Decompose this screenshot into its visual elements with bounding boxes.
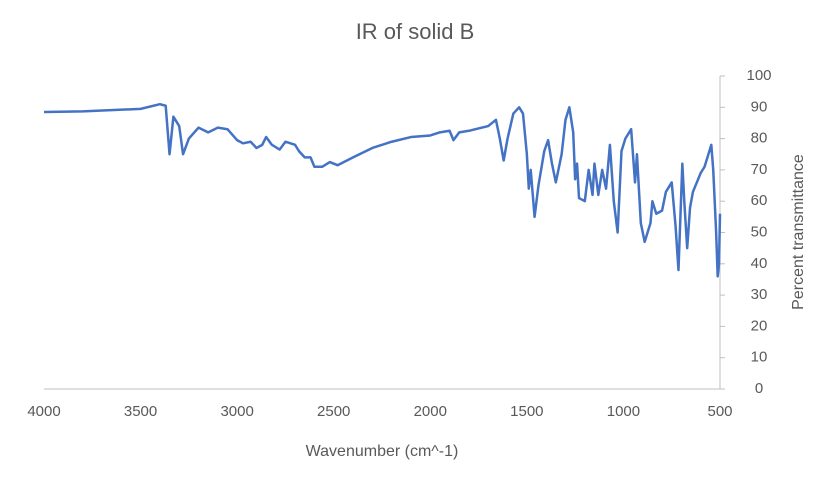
spectrum-line [43, 102, 722, 278]
y-tick-label: 100 [746, 67, 771, 84]
x-tick-label: 500 [707, 403, 732, 420]
y-tick-label: 10 [751, 349, 768, 366]
x-tick-label: 1000 [607, 403, 640, 420]
y-tick-label: 90 [751, 98, 768, 115]
x-tick-label: 2500 [317, 403, 350, 420]
chart-title: IR of solid B [356, 19, 475, 44]
y-tick-label: 30 [751, 286, 768, 303]
y-tick-label: 20 [751, 317, 768, 334]
y-tick-label: 40 [751, 255, 768, 272]
x-tick-label: 3000 [220, 403, 253, 420]
y-tick-label: 70 [751, 161, 768, 178]
x-tick-label: 4000 [27, 403, 60, 420]
y-tick-label: 60 [751, 192, 768, 209]
y-tick-label: 50 [751, 223, 768, 240]
x-tick-label: 3500 [124, 403, 157, 420]
y-tick-label: 0 [755, 380, 763, 397]
x-tick-label: 1500 [510, 403, 543, 420]
x-tick-label: 2000 [414, 403, 447, 420]
x-axis-label: Wavenumber (cm^-1) [306, 443, 459, 460]
y-tick-label: 80 [751, 130, 768, 147]
y-axis-label: Percent transmittance [790, 154, 807, 310]
